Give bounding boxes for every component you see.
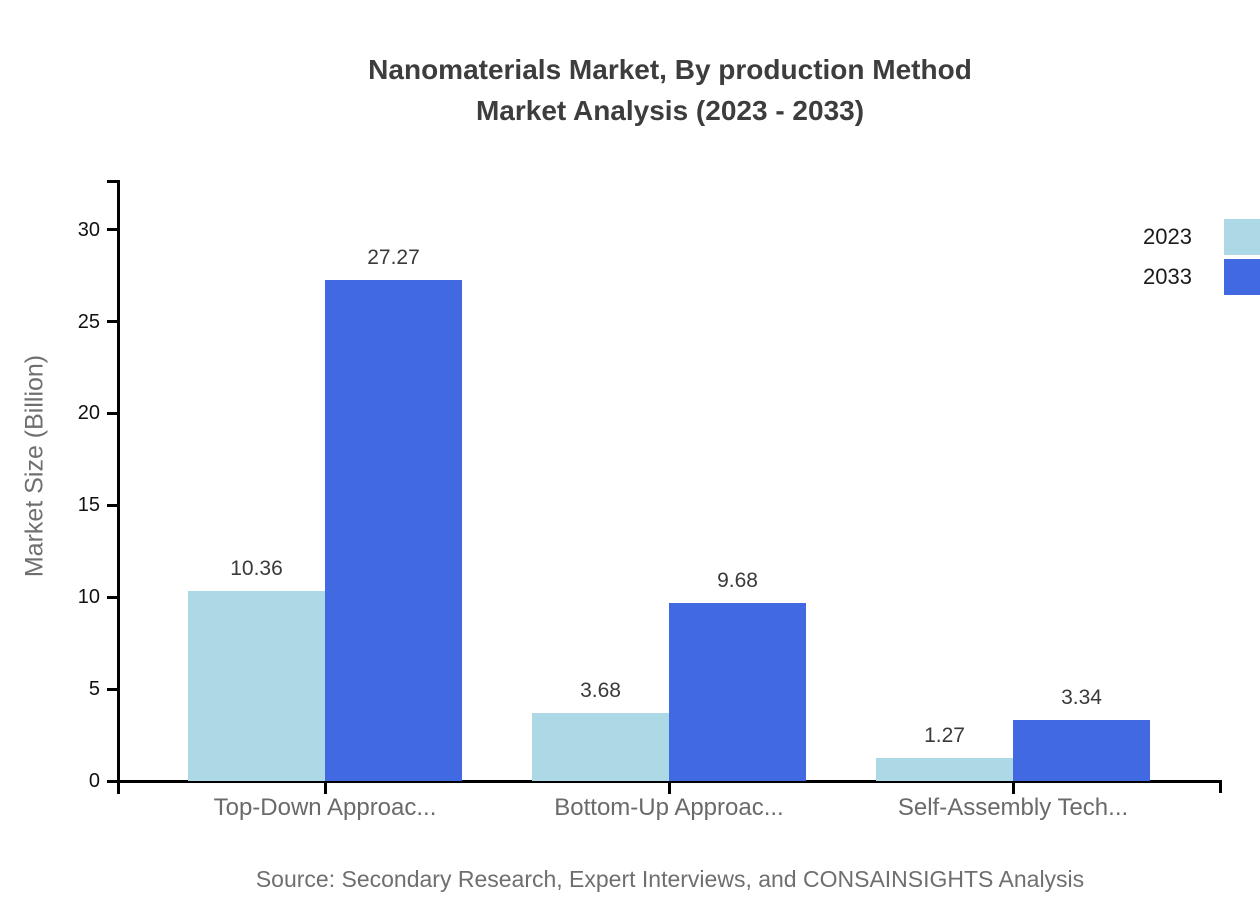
legend-swatch-2033 [1224, 259, 1260, 295]
chart-title: Nanomaterials Market, By production Meth… [118, 49, 1222, 131]
legend-item-2023: 2023 [1072, 217, 1260, 257]
y-tick-label: 10 [77, 586, 100, 609]
chart-title-line1: Nanomaterials Market, By production Meth… [368, 54, 972, 85]
y-tick [107, 411, 117, 415]
y-tick [107, 687, 117, 691]
chart-title-line2: Market Analysis (2023 - 2033) [475, 95, 865, 126]
y-tick-label: 30 [77, 218, 100, 241]
x-axis-label-1: Bottom-Up Approac... [554, 794, 784, 821]
bar-2033-2 [1013, 719, 1150, 781]
legend-swatch-2023 [1224, 219, 1260, 255]
legend-label-2023: 2023 [1143, 224, 1192, 249]
bar-2023-2 [876, 757, 1013, 781]
x-tick [667, 783, 671, 794]
y-tick [107, 228, 117, 232]
value-label-2033-2: 3.34 [1061, 685, 1102, 709]
y-tick-label: 15 [77, 494, 100, 517]
x-tick [323, 783, 327, 794]
legend-item-2033: 2033 [1072, 257, 1260, 297]
y-tick-label: 20 [77, 402, 100, 425]
legend-label-2033: 2033 [1143, 264, 1192, 289]
bar-2023-1 [532, 713, 669, 781]
bar-2033-0 [325, 279, 462, 781]
y-tick [107, 503, 117, 507]
source-note: Source: Secondary Research, Expert Inter… [255, 866, 1085, 892]
legend: 2023 2033 [1072, 217, 1260, 297]
x-axis-label-0: Top-Down Approac... [213, 794, 437, 821]
y-tick-label: 0 [88, 770, 100, 792]
value-label-2033-1: 9.68 [717, 569, 758, 593]
value-label-2033-0: 27.27 [367, 245, 420, 269]
value-label-2023-1: 3.68 [580, 679, 621, 703]
y-tick [107, 779, 117, 783]
x-axis-label-2: Self-Assembly Tech... [897, 794, 1129, 821]
y-tick [107, 595, 117, 599]
value-label-2023-0: 10.36 [230, 556, 283, 580]
bar-2033-1 [669, 603, 806, 781]
x-axis-line [117, 780, 1222, 783]
y-axis-line [117, 180, 120, 794]
value-label-2023-2: 1.27 [924, 723, 965, 747]
y-tick-label: 25 [77, 310, 100, 333]
x-tick [1011, 783, 1015, 794]
y-tick-label: 5 [88, 678, 100, 701]
y-tick [107, 320, 117, 324]
x-axis-end-tick [1219, 780, 1222, 793]
y-axis-end-tick [107, 180, 117, 183]
bar-2023-0 [188, 590, 325, 781]
